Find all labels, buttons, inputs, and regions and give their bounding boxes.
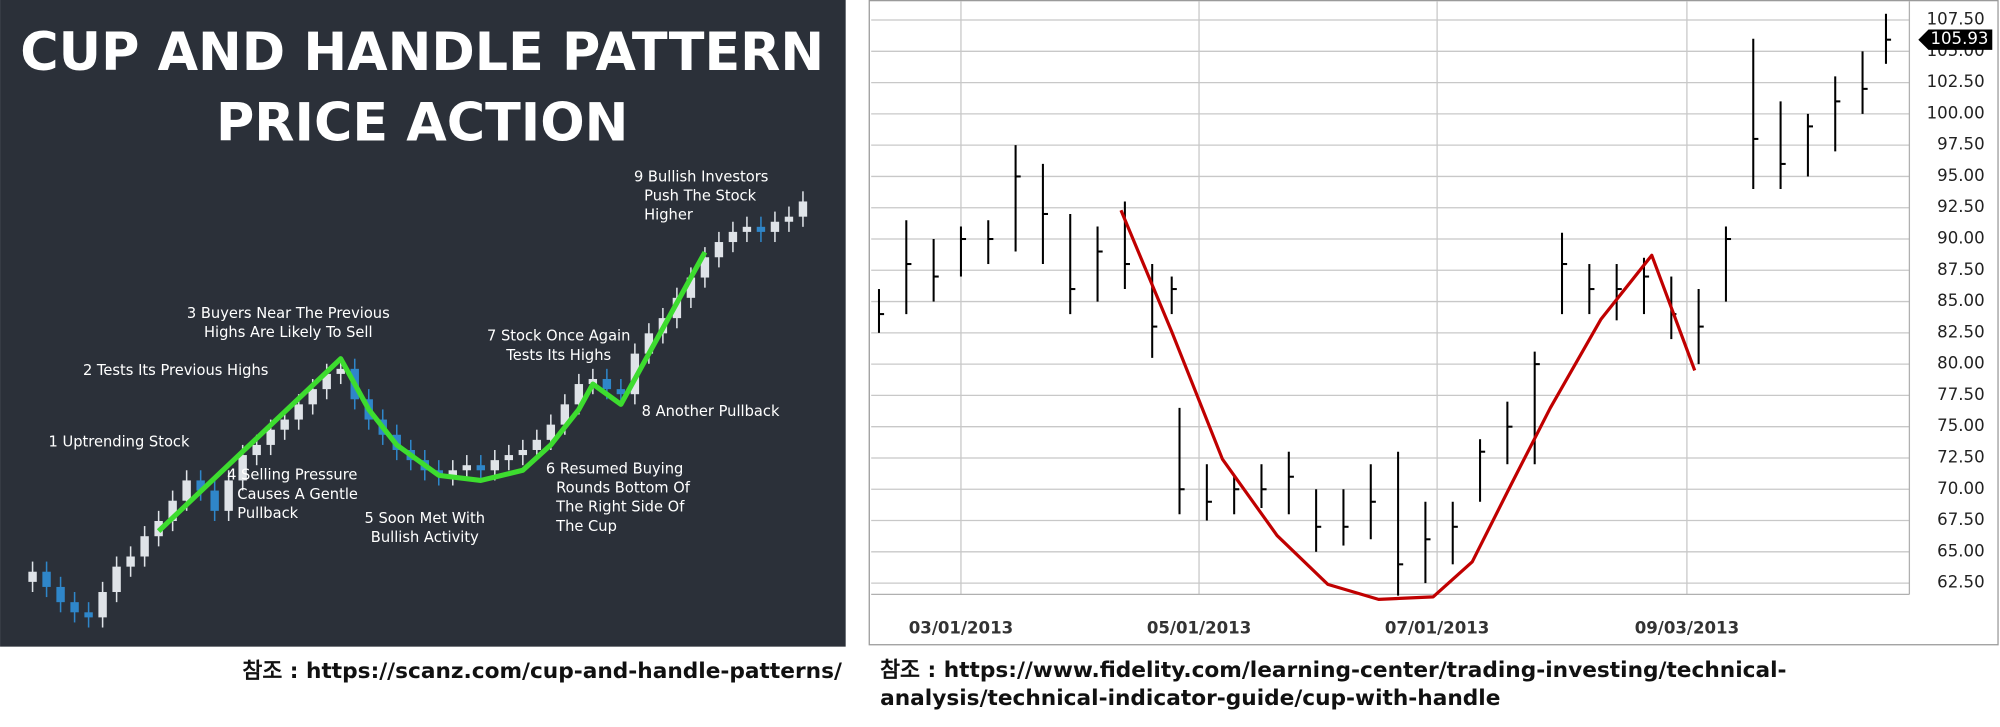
annotation: Pullback — [237, 505, 298, 522]
candle-body — [518, 449, 528, 456]
annotation: 9 Bullish Investors — [634, 168, 768, 185]
y-tick-label: 62.50 — [1937, 573, 1984, 592]
y-tick-label: 70.00 — [1937, 479, 1984, 498]
candle-body — [546, 424, 556, 440]
candle-body — [756, 226, 766, 232]
annotation: Higher — [644, 207, 694, 224]
annotation: Highs Are Likely To Sell — [204, 324, 373, 341]
candle-body — [574, 384, 584, 405]
candle-body — [266, 429, 275, 445]
right-panel-background — [868, 0, 1999, 646]
annotation: 7 Stock Once Again — [487, 328, 630, 345]
candle-body — [686, 277, 696, 298]
annotation: 4 Selling Pressure — [227, 467, 357, 484]
candle-body — [224, 480, 233, 511]
candle-body — [798, 201, 808, 217]
candle-body — [448, 470, 457, 476]
candle-body — [700, 257, 710, 278]
annotation: 2 Tests Its Previous Highs — [83, 362, 268, 379]
pattern-line — [1119, 209, 1697, 601]
y-tick-label: 75.00 — [1937, 416, 1984, 435]
candle-body — [476, 465, 485, 471]
candle-body — [560, 404, 570, 425]
annotation: 8 Another Pullback — [642, 403, 780, 420]
candle-body — [308, 389, 317, 405]
annotation: 5 Soon Met With — [365, 510, 486, 527]
annotation: 3 Buyers Near The Previous — [187, 305, 390, 322]
candle-body — [182, 480, 191, 501]
candle-body — [504, 455, 514, 461]
candle-body — [728, 231, 738, 243]
y-tick-label: 67.50 — [1937, 510, 1984, 529]
candle-body — [280, 419, 289, 430]
y-tick-label: 85.00 — [1937, 291, 1984, 310]
caption: analysis/technical-indicator-guide/cup-w… — [880, 686, 1500, 711]
candle-body — [210, 490, 219, 511]
y-tick-label: 87.50 — [1937, 260, 1984, 279]
annotation: Tests Its Highs — [505, 347, 611, 364]
y-tick-label: 82.50 — [1937, 322, 1984, 341]
candle-body — [490, 460, 500, 471]
candle-body — [294, 404, 303, 420]
annotation: 1 Uptrending Stock — [49, 434, 190, 451]
caption: 참조 : https://www.fidelity.com/learning-c… — [880, 658, 1786, 683]
candle-body — [462, 465, 471, 471]
y-tick-label: 77.50 — [1937, 385, 1984, 404]
candle-body — [784, 216, 794, 222]
x-tick-label: 05/01/2013 — [1147, 618, 1251, 637]
candle-body — [126, 556, 135, 567]
annotation: 6 Resumed Buying — [546, 460, 683, 477]
candle-body — [168, 500, 177, 522]
y-tick-label: 102.50 — [1927, 72, 1985, 91]
annotation: The Cup — [555, 518, 617, 535]
y-tick-label: 100.00 — [1927, 103, 1985, 122]
price-tag-label: 105.93 — [1930, 29, 1988, 48]
candle-body — [28, 571, 37, 582]
pattern-line — [156, 250, 708, 533]
y-tick-label: 107.50 — [1927, 10, 1985, 29]
chart-title: PRICE ACTION — [216, 92, 628, 153]
chart-title: CUP AND HANDLE PATTERN — [20, 22, 824, 83]
annotation: Push The Stock — [644, 187, 756, 204]
candle-body — [112, 566, 121, 593]
candle-body — [70, 602, 79, 613]
candle-body — [336, 368, 345, 374]
candle-body — [714, 242, 724, 258]
candle-body — [602, 378, 612, 390]
candle-body — [56, 586, 65, 603]
annotation: Bullish Activity — [371, 529, 479, 546]
caption: 참조 : https://scanz.com/cup-and-handle-pa… — [242, 659, 842, 684]
candle-body — [322, 373, 331, 390]
price-tag — [1918, 29, 1993, 50]
y-tick-label: 90.00 — [1937, 229, 1984, 248]
candle-body — [140, 536, 149, 557]
candle-body — [252, 444, 261, 456]
x-tick-label: 07/01/2013 — [1385, 618, 1489, 637]
y-tick-label: 97.50 — [1937, 135, 1984, 154]
y-tick-label: 80.00 — [1937, 354, 1984, 373]
candle-body — [644, 333, 654, 354]
x-tick-label: 03/01/2013 — [909, 618, 1013, 637]
annotation: The Right Side Of — [555, 499, 685, 516]
candle-body — [770, 221, 780, 232]
annotation: Causes A Gentle — [237, 486, 358, 503]
candle-body — [196, 480, 205, 491]
annotation: Rounds Bottom Of — [556, 479, 691, 496]
candle-body — [742, 226, 752, 232]
x-tick-label: 09/03/2013 — [1635, 618, 1739, 637]
candle-body — [42, 571, 51, 587]
y-tick-label: 92.50 — [1937, 197, 1984, 216]
candle-body — [532, 439, 542, 450]
candle-body — [238, 455, 247, 481]
y-tick-label: 72.50 — [1937, 447, 1984, 466]
y-tick-label: 65.00 — [1937, 541, 1984, 560]
candle-body — [84, 612, 93, 618]
candle-body — [98, 592, 107, 618]
y-tick-label: 95.00 — [1937, 166, 1984, 185]
candle-body — [616, 389, 626, 395]
